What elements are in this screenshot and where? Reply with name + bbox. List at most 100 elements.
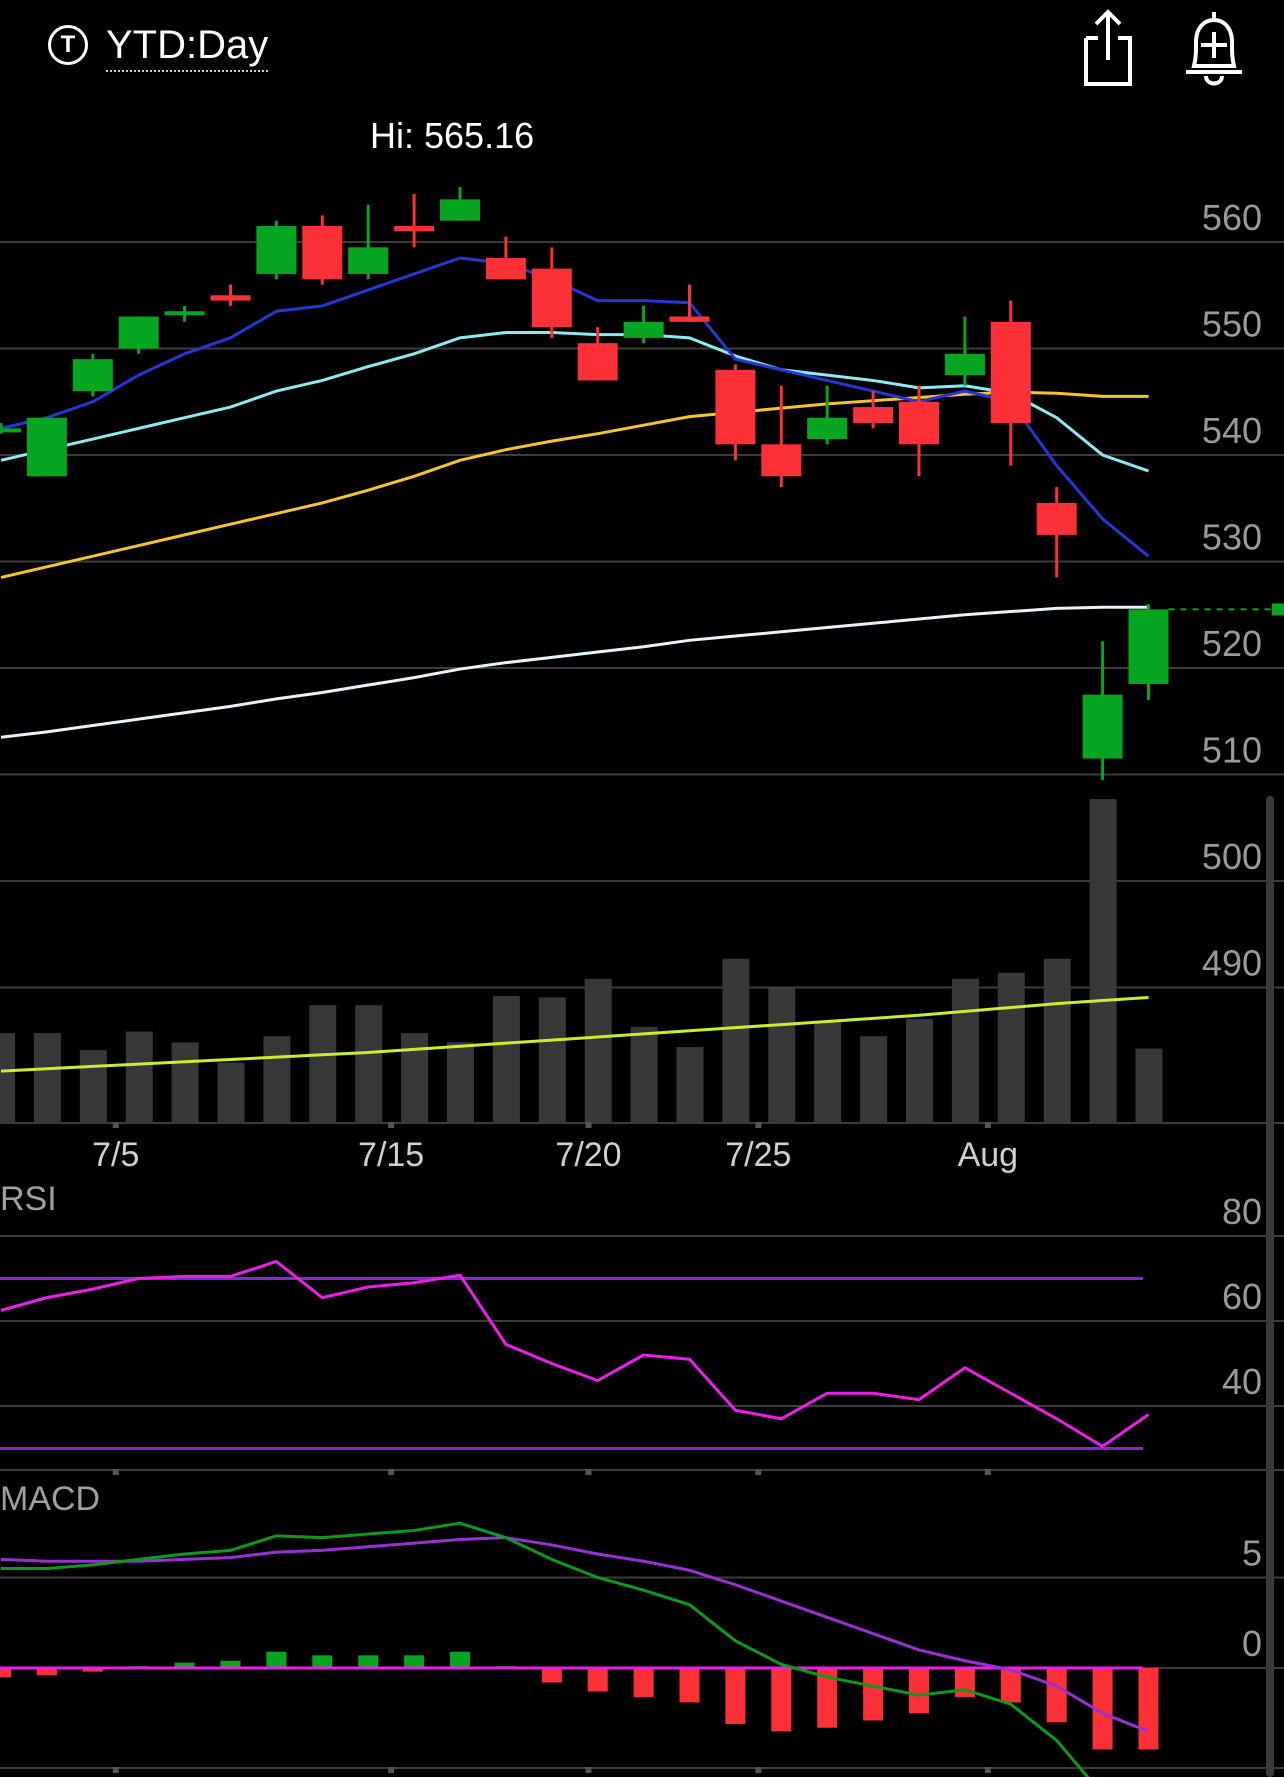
volume-bar: [355, 1005, 383, 1123]
volume-bars: [0, 799, 1163, 1123]
volume-bar: [1043, 958, 1071, 1123]
timeframe-selector[interactable]: YTD:Day: [106, 20, 269, 72]
candle-body: [807, 417, 848, 440]
volume-bar: [1089, 799, 1117, 1123]
macd-histogram-bar: [312, 1655, 333, 1668]
rsi-tick-label: 80: [1222, 1191, 1262, 1232]
macd-histogram-bar: [725, 1668, 746, 1725]
volume-bar: [1135, 1048, 1163, 1123]
volume-bar: [0, 1033, 15, 1123]
date-label: 7/20: [555, 1136, 621, 1174]
rsi-tick-label: 60: [1222, 1276, 1262, 1317]
ma-mid-line: [0, 331, 1149, 473]
rsi-tick-label: 40: [1222, 1361, 1262, 1402]
macd-histogram-bar: [220, 1660, 241, 1668]
volume-bar: [951, 978, 979, 1123]
scrollbar[interactable]: [1266, 796, 1274, 1777]
candle-body: [164, 311, 205, 316]
candle-body: [1036, 502, 1077, 535]
macd-histogram-bar: [679, 1668, 700, 1703]
macd-histogram-bar: [450, 1651, 470, 1668]
macd-histogram-bar: [541, 1668, 562, 1683]
candle-body: [1128, 609, 1169, 684]
rsi-line: [0, 1259, 1150, 1449]
volume-bar: [33, 1033, 61, 1123]
price-tick-label: 490: [1202, 943, 1262, 984]
candle-body: [0, 428, 21, 433]
gridlines: [0, 241, 1284, 1769]
volume-bar: [860, 1036, 888, 1123]
candle-body: [1082, 694, 1123, 759]
macd-histogram-bar: [771, 1668, 792, 1732]
macd-label: MACD: [0, 1480, 100, 1518]
macd-signal-line: [0, 1536, 1150, 1733]
candle-body: [899, 401, 939, 445]
candle-body: [72, 359, 113, 392]
volume-bar: [263, 1036, 291, 1123]
macd-panel: [0, 1521, 1159, 1777]
macd-histogram-bar: [0, 1668, 11, 1678]
volume-bar: [538, 997, 566, 1123]
high-price-label: Hi: 565.16: [370, 115, 534, 156]
ma-short-line: [0, 256, 1150, 558]
share-icon[interactable]: [1078, 8, 1134, 88]
candle-body: [485, 257, 526, 280]
price-tick-label: 500: [1202, 836, 1262, 877]
ma-200-line: [0, 605, 1149, 739]
candle-body: [256, 226, 297, 274]
macd-histogram-bar: [82, 1668, 103, 1672]
date-label: 7/5: [92, 1136, 139, 1174]
macd-histogram-bar: [1046, 1668, 1067, 1723]
macd-histogram-bar: [404, 1655, 425, 1668]
volume-bar: [492, 995, 520, 1123]
volume-bar: [171, 1042, 199, 1123]
candle-body: [577, 343, 618, 381]
date-label: 7/25: [725, 1136, 791, 1174]
price-tick-label: 520: [1202, 623, 1262, 664]
volume-ma-line: [0, 995, 1149, 1073]
candle-body: [853, 407, 894, 424]
price-tick-label: 510: [1202, 730, 1262, 771]
macd-histogram-bar: [358, 1655, 379, 1668]
volume-bar: [676, 1047, 704, 1123]
volume-bar: [768, 988, 796, 1123]
candle-body: [348, 247, 389, 274]
volume-bar: [630, 1026, 658, 1123]
price-tick-label: 550: [1202, 304, 1262, 345]
macd-histogram-bar: [633, 1668, 654, 1697]
macd-tick-label: 5: [1242, 1533, 1262, 1574]
rsi-label: RSI: [0, 1180, 57, 1218]
macd-histogram-bar: [36, 1668, 57, 1676]
ticker-logo-icon[interactable]: T: [48, 25, 88, 65]
macd-histogram-bar: [266, 1651, 287, 1668]
candle-body: [394, 226, 435, 232]
candle-body: [761, 444, 802, 477]
candle-body: [302, 226, 343, 280]
ma-long-line: [0, 390, 1149, 579]
volume-bar: [584, 978, 612, 1123]
candle-body: [118, 316, 159, 349]
volume-bar: [401, 1033, 429, 1123]
last-price-marker: [1272, 603, 1284, 616]
volume-bar: [309, 1005, 337, 1123]
volume-bar: [447, 1042, 474, 1123]
volume-bar: [217, 1062, 245, 1123]
candle-body: [715, 369, 756, 445]
volume-bar: [125, 1031, 153, 1123]
macd-histogram-bar: [863, 1668, 884, 1721]
price-tick-label: 560: [1202, 197, 1262, 238]
macd-histogram-bar: [174, 1662, 195, 1668]
candle-body: [210, 295, 251, 301]
macd-histogram-bar: [817, 1668, 838, 1728]
date-label: Aug: [958, 1136, 1019, 1174]
volume-bar: [814, 1020, 842, 1123]
candle-body: [440, 199, 480, 221]
candle-body: [623, 321, 664, 338]
moving-averages: [0, 256, 1284, 739]
top-bar: T YTD:Day: [0, 0, 1284, 96]
price-tick-label: 530: [1202, 517, 1262, 558]
add-alert-bell-icon[interactable]: [1182, 8, 1246, 88]
rsi-panel: [0, 1259, 1150, 1450]
